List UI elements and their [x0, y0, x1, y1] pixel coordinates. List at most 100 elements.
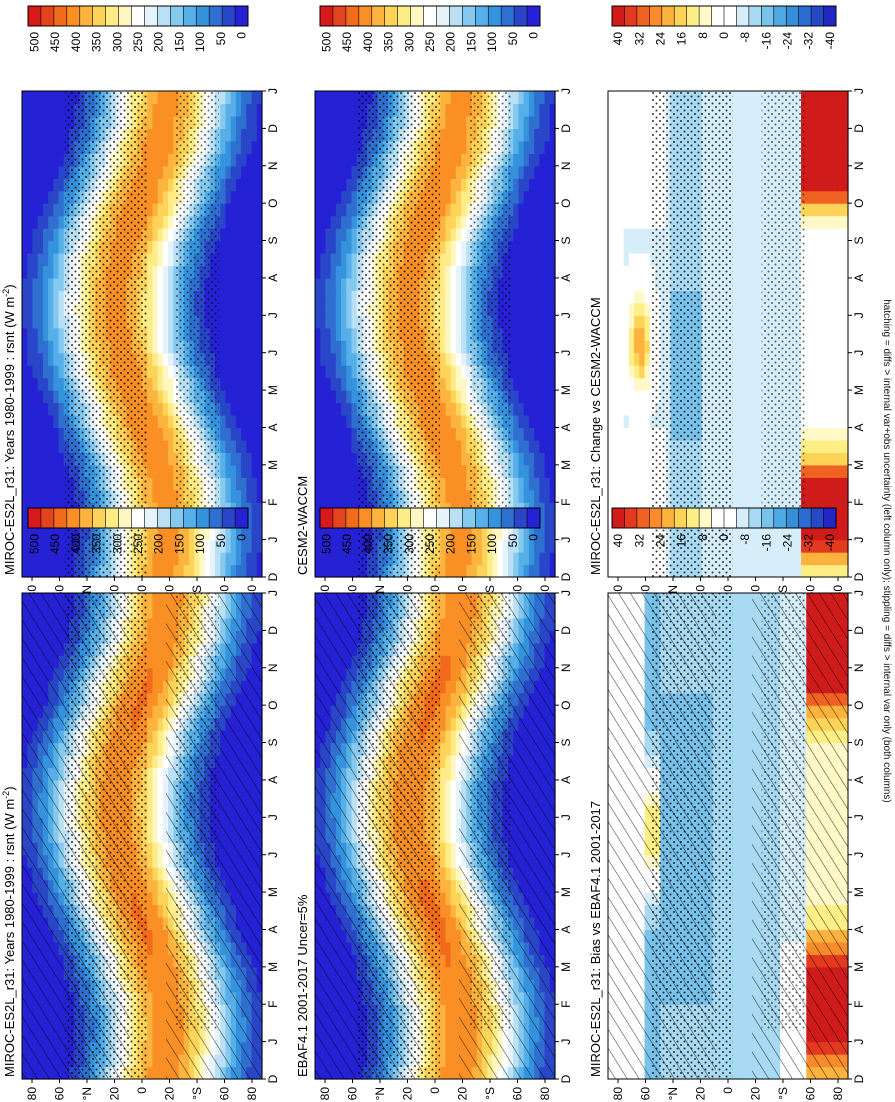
heatmap-cell: [440, 439, 447, 453]
heatmap-cell: [22, 340, 28, 354]
heatmap-cell: [152, 240, 159, 254]
colorbar-label: 150: [172, 32, 186, 52]
heatmap-cell: [235, 228, 242, 242]
heatmap-cell: [147, 954, 154, 968]
heatmap-cell: [539, 427, 546, 441]
heatmap-cell: [147, 228, 154, 242]
heatmap-cell: [325, 352, 332, 366]
heatmap-cell: [241, 190, 247, 204]
heatmap-cell: [523, 464, 530, 478]
heatmap-cell: [152, 667, 159, 681]
heatmap-cell: [157, 190, 164, 204]
heatmap-cell: [518, 302, 525, 316]
heatmap-cell: [341, 439, 347, 453]
heatmap-cell: [246, 564, 253, 578]
heatmap-cell: [235, 315, 242, 329]
heatmap-cell: [48, 203, 54, 217]
heatmap-cell: [513, 377, 520, 391]
heatmap-cell: [162, 692, 169, 706]
heatmap-cell: [42, 140, 49, 154]
colorbar-label: 300: [110, 32, 124, 52]
heatmap-cell: [518, 564, 525, 578]
heatmap-cell: [341, 365, 347, 379]
heatmap-cell: [341, 327, 347, 341]
heatmap-cell: [461, 464, 467, 478]
heatmap-cell: [173, 539, 180, 553]
heatmap-cell: [251, 427, 258, 441]
heatmap-cell: [241, 539, 247, 553]
heatmap-cell: [162, 904, 169, 918]
heatmap-cell: [220, 489, 227, 503]
colorbar-label: 50: [214, 534, 228, 548]
heatmap-cell: [27, 277, 34, 291]
heatmap-cell: [152, 103, 159, 117]
heatmap-cell: [315, 352, 321, 366]
heatmap-cell: [256, 302, 263, 316]
heatmap-cell: [455, 290, 462, 304]
heatmap-cell: [58, 415, 65, 429]
heatmap-cell: [42, 190, 49, 204]
heatmap-cell: [53, 564, 60, 578]
heatmap-cell: [513, 390, 520, 404]
heatmap-cell: [53, 340, 60, 354]
heatmap-cell: [544, 464, 551, 478]
heatmap-cell: [152, 352, 159, 366]
heatmap-cell: [183, 527, 190, 541]
heatmap-cell: [455, 340, 462, 354]
heatmap-cell: [523, 489, 530, 503]
heatmap-cell: [320, 253, 327, 267]
heatmap-cell: [22, 203, 28, 217]
heatmap-cell: [315, 277, 321, 291]
heatmap-cell: [440, 415, 447, 429]
heatmap-cell: [162, 617, 169, 631]
heatmap-cell: [230, 253, 237, 267]
heatmap-cell: [37, 452, 44, 466]
heatmap-cell: [204, 539, 211, 553]
heatmap-cell: [58, 228, 65, 242]
heatmap-cell: [152, 842, 159, 856]
heatmap-cell: [58, 352, 65, 366]
heatmap-cell: [147, 290, 154, 304]
heatmap-cell: [335, 415, 342, 429]
heatmap-cell: [22, 253, 28, 267]
heatmap-cell: [534, 489, 540, 503]
heatmap-cell: [152, 605, 159, 619]
heatmap-cell: [241, 240, 247, 254]
heatmap-cell: [544, 539, 551, 553]
heatmap-cell: [315, 327, 321, 341]
heatmap-cell: [147, 178, 154, 192]
heatmap-cell: [152, 115, 159, 129]
heatmap-cell: [152, 655, 159, 669]
heatmap-cell: [523, 452, 530, 466]
heatmap-cell: [152, 253, 159, 267]
heatmap-cell: [539, 290, 546, 304]
heatmap-cell: [351, 315, 358, 329]
heatmap-cell: [225, 178, 232, 192]
heatmap-cell: [147, 140, 154, 154]
heatmap-cell: [32, 564, 39, 578]
panel-title: MIROC-ES2L_r31: Years 1980-1999 : rsnt (…: [1, 786, 17, 1077]
heatmap-cell: [152, 402, 159, 416]
heatmap-cell: [325, 390, 332, 404]
heatmap-cell: [58, 539, 65, 553]
heatmap-cell: [335, 489, 342, 503]
heatmap-cell: [53, 477, 60, 491]
colorbar-swatch: [235, 6, 249, 26]
heatmap-cell: [335, 402, 342, 416]
heatmap-cell: [168, 240, 174, 254]
heatmap-cell: [528, 489, 535, 503]
heatmap-cell: [220, 365, 227, 379]
heatmap-cell: [220, 390, 227, 404]
heatmap-cell: [523, 340, 530, 354]
heatmap-cell: [162, 730, 169, 744]
heatmap-cell: [168, 140, 174, 154]
heatmap-cell: [162, 979, 169, 993]
heatmap-cell: [450, 377, 457, 391]
heatmap-cell: [32, 228, 39, 242]
heatmap-cell: [162, 477, 169, 491]
heatmap-cell: [48, 128, 54, 142]
heatmap-cell: [481, 564, 488, 578]
heatmap-cell: [157, 415, 164, 429]
heatmap-cell: [518, 327, 525, 341]
heatmap-cell: [225, 277, 232, 291]
